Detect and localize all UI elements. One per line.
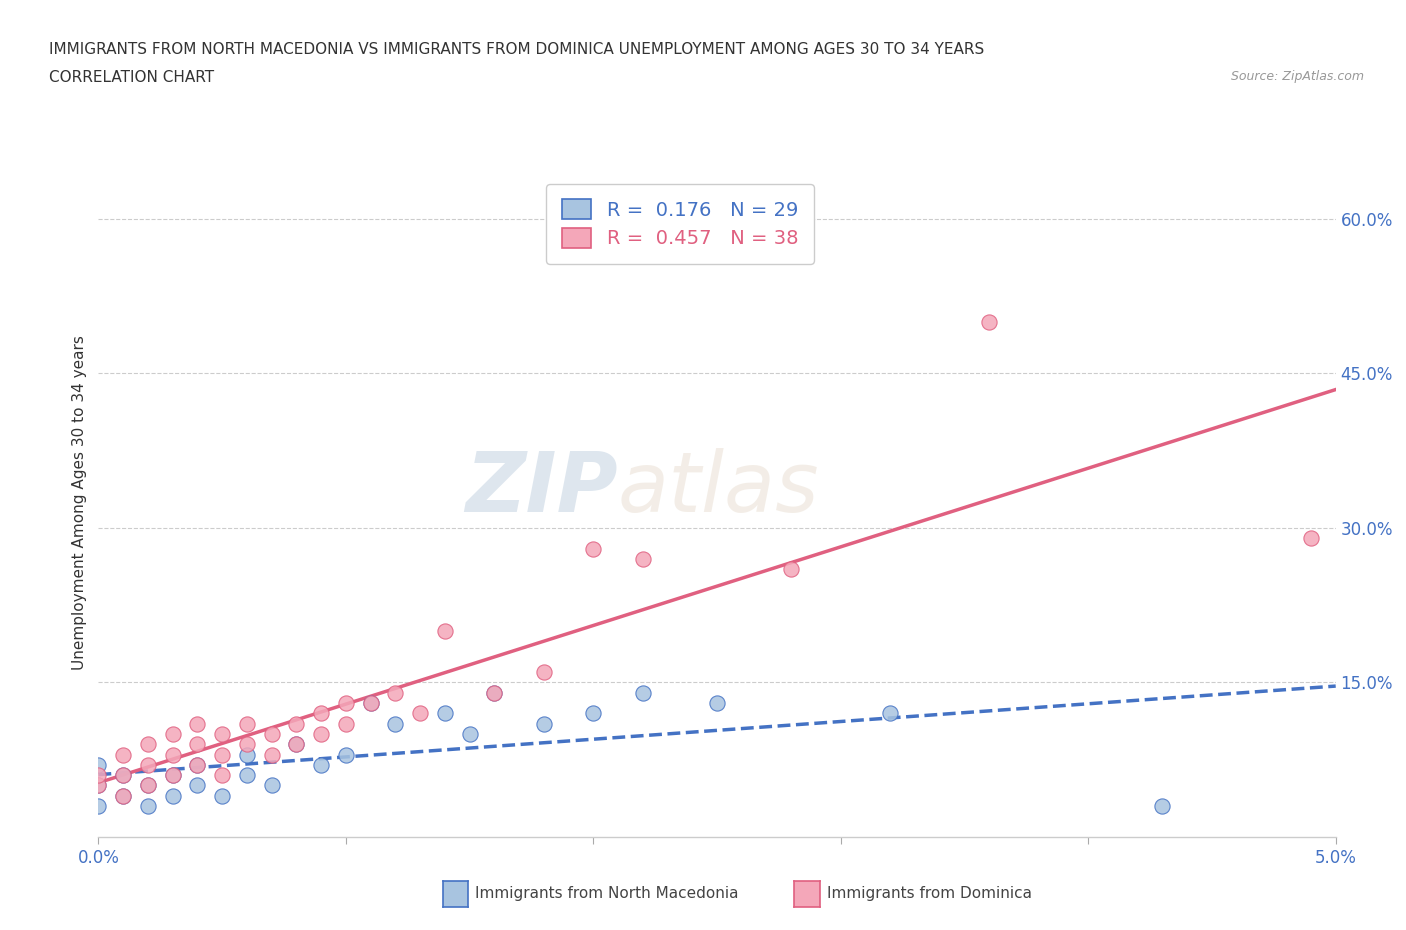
Point [409, 706, 432, 721]
Point [162, 768, 184, 783]
Point [112, 768, 135, 783]
Point [582, 706, 605, 721]
Text: ZIP: ZIP [465, 448, 619, 529]
Point [360, 696, 382, 711]
Point [285, 737, 308, 751]
Point [384, 716, 406, 731]
Point [211, 726, 233, 741]
Point [112, 789, 135, 804]
Point [87, 778, 110, 793]
Point [260, 778, 283, 793]
Point [87, 768, 110, 783]
Point [186, 757, 208, 772]
Point [162, 768, 184, 783]
Point [260, 747, 283, 762]
Point [309, 757, 332, 772]
Point [780, 562, 803, 577]
Point [162, 726, 184, 741]
Point [236, 716, 259, 731]
Point [186, 757, 208, 772]
Point [360, 696, 382, 711]
Point [384, 685, 406, 700]
Point [112, 789, 135, 804]
Point [136, 799, 159, 814]
Point [136, 778, 159, 793]
Point [458, 726, 481, 741]
Point [186, 778, 208, 793]
Point [112, 747, 135, 762]
Point [285, 716, 308, 731]
Text: atlas: atlas [619, 448, 820, 529]
Point [136, 778, 159, 793]
Point [186, 737, 208, 751]
Point [136, 737, 159, 751]
Point [236, 737, 259, 751]
Point [162, 789, 184, 804]
Legend: R =  0.176   N = 29, R =  0.457   N = 38: R = 0.176 N = 29, R = 0.457 N = 38 [547, 184, 814, 264]
Point [631, 551, 654, 566]
Point [484, 685, 506, 700]
Point [211, 768, 233, 783]
Point [162, 747, 184, 762]
Point [112, 768, 135, 783]
Point [582, 541, 605, 556]
Text: Immigrants from Dominica: Immigrants from Dominica [827, 886, 1032, 901]
Point [433, 706, 456, 721]
Y-axis label: Unemployment Among Ages 30 to 34 years: Unemployment Among Ages 30 to 34 years [72, 335, 87, 670]
Point [533, 716, 555, 731]
Text: Immigrants from North Macedonia: Immigrants from North Macedonia [475, 886, 738, 901]
Point [236, 768, 259, 783]
Text: IMMIGRANTS FROM NORTH MACEDONIA VS IMMIGRANTS FROM DOMINICA UNEMPLOYMENT AMONG A: IMMIGRANTS FROM NORTH MACEDONIA VS IMMIG… [49, 42, 984, 57]
Point [309, 706, 332, 721]
Point [186, 716, 208, 731]
Point [335, 747, 357, 762]
Point [433, 623, 456, 638]
Point [87, 757, 110, 772]
Point [87, 799, 110, 814]
Point [335, 716, 357, 731]
Point [136, 757, 159, 772]
Text: CORRELATION CHART: CORRELATION CHART [49, 70, 214, 85]
Point [706, 696, 728, 711]
Text: Source: ZipAtlas.com: Source: ZipAtlas.com [1230, 70, 1364, 83]
Point [309, 726, 332, 741]
Point [1152, 799, 1174, 814]
Point [260, 726, 283, 741]
Point [484, 685, 506, 700]
Point [211, 747, 233, 762]
Point [211, 789, 233, 804]
Point [533, 665, 555, 680]
Point [236, 747, 259, 762]
Point [1299, 531, 1322, 546]
Point [335, 696, 357, 711]
Point [879, 706, 901, 721]
Point [285, 737, 308, 751]
Point [87, 778, 110, 793]
Point [979, 314, 1001, 329]
Point [631, 685, 654, 700]
